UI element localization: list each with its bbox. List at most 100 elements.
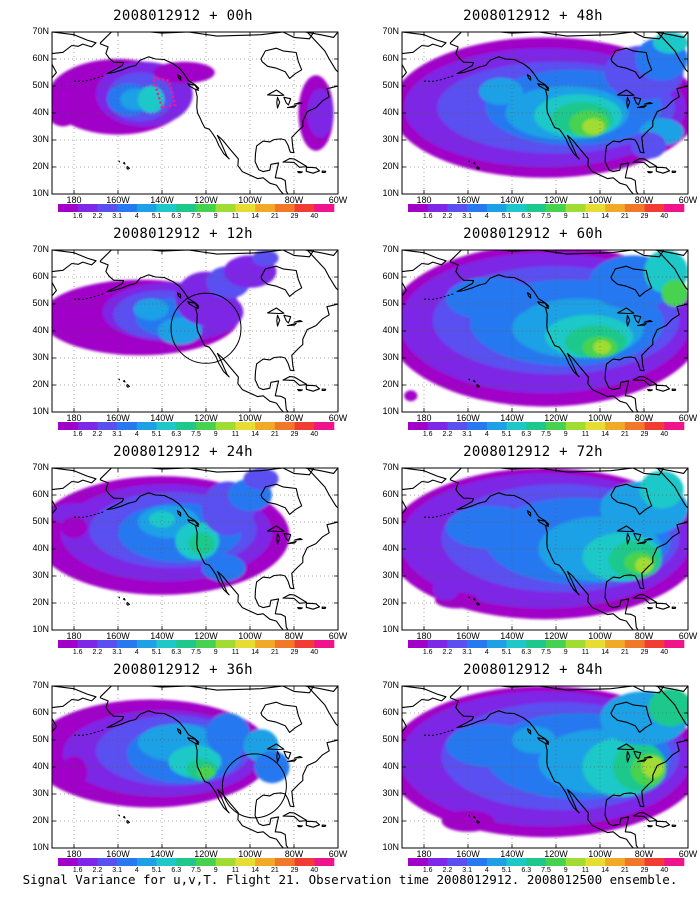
variance-contour xyxy=(52,88,81,127)
flight-track xyxy=(152,76,177,109)
coastline xyxy=(282,158,308,168)
variance-contour xyxy=(648,688,688,727)
colorbar-swatch xyxy=(97,640,118,648)
coastline xyxy=(267,89,285,97)
variance-contour xyxy=(639,470,684,509)
colorbar-label: 29 xyxy=(640,867,649,874)
longitude-label: 160W xyxy=(106,849,130,859)
colorbar-swatch xyxy=(58,204,79,212)
colorbar-label: 5.1 xyxy=(501,649,512,656)
colorbar-label: 4 xyxy=(484,431,489,438)
colorbar-swatch xyxy=(235,422,256,430)
coastline xyxy=(52,63,57,79)
map-panel: 2008012912 + 36h 70N 60N 50N 40N 30N 20N 10N 180… xyxy=(18,662,348,884)
coastline xyxy=(626,96,631,109)
colorbar-label: 21 xyxy=(620,649,629,656)
colorbar-swatch xyxy=(255,640,276,648)
coastline xyxy=(267,525,285,533)
colorbar-swatch xyxy=(235,640,256,648)
colorbar-swatch xyxy=(467,640,488,648)
coastline xyxy=(187,737,200,745)
colorbar-label: 4 xyxy=(134,867,139,874)
latitude-label: 30N xyxy=(32,788,49,798)
colorbar-label: 4 xyxy=(134,213,139,220)
colorbar-swatch xyxy=(585,422,606,430)
colorbar-label: 40 xyxy=(660,431,669,438)
longitude-label: 120W xyxy=(194,195,218,205)
colorbar-swatch xyxy=(605,858,626,866)
colorbar-label: 6.3 xyxy=(171,213,182,220)
colorbar-label: 4 xyxy=(134,431,139,438)
colorbar-label: 29 xyxy=(640,213,649,220)
colorbar-label: 11 xyxy=(581,431,590,438)
coastline xyxy=(99,32,338,194)
colorbar-swatch xyxy=(294,858,315,866)
longitude-label: 100W xyxy=(238,195,262,205)
latitude-label: 40N xyxy=(382,543,399,553)
colorbar-swatch xyxy=(255,204,276,212)
colorbar-label: 6.3 xyxy=(521,213,532,220)
coastline xyxy=(655,166,671,174)
coastline xyxy=(610,265,653,297)
colorbar-swatch xyxy=(274,204,295,212)
coastline xyxy=(632,594,658,604)
colorbar-swatch xyxy=(664,858,685,866)
coastline xyxy=(632,812,658,822)
latitude-label: 30N xyxy=(32,352,49,362)
colorbar-swatch xyxy=(565,204,586,212)
coastline xyxy=(293,319,303,323)
colorbar-label: 4 xyxy=(484,213,489,220)
latitude-label: 50N xyxy=(32,516,49,526)
coastline xyxy=(449,686,688,848)
longitude-label: 80W xyxy=(284,195,304,205)
colorbar-swatch xyxy=(664,422,685,430)
panel-title: 2008012912 + 60h xyxy=(463,226,603,242)
latitude-label: 30N xyxy=(382,134,399,144)
colorbar-swatch xyxy=(486,422,507,430)
colorbar-label: 40 xyxy=(660,213,669,220)
coastline xyxy=(187,301,200,309)
colorbar-label: 21 xyxy=(270,649,279,656)
colorbar-label: 40 xyxy=(310,649,319,656)
colorbar-label: 40 xyxy=(310,867,319,874)
coastline xyxy=(643,755,653,759)
coastline xyxy=(632,468,665,476)
colorbar-swatch xyxy=(58,422,79,430)
colorbar-label: 9 xyxy=(563,213,568,220)
coastline xyxy=(643,319,653,323)
variance-contour xyxy=(404,390,418,402)
latitude-label: 20N xyxy=(32,161,49,171)
colorbar-swatch xyxy=(274,422,295,430)
latitude-label: 70N xyxy=(382,244,399,254)
colorbar-swatch xyxy=(77,858,98,866)
colorbar-label: 5.1 xyxy=(501,213,512,220)
longitude-label: 100W xyxy=(238,849,262,859)
longitude-label: 160W xyxy=(456,195,480,205)
latitude-label: 40N xyxy=(32,761,49,771)
map-panel: 2008012912 + 12h 70N 60N 50N 40N 30N 20N 10N 180… xyxy=(18,226,348,448)
coastline xyxy=(626,532,631,545)
variance-contour xyxy=(206,713,250,757)
coastline xyxy=(402,499,407,515)
colorbar-swatch xyxy=(565,422,586,430)
colorbar-label: 14 xyxy=(601,431,610,438)
map-canvas xyxy=(401,467,689,648)
longitude-label: 120W xyxy=(194,413,218,423)
colorbar-label: 3.1 xyxy=(462,431,472,438)
latitude-label: 10N xyxy=(382,624,399,634)
latitude-label: 60N xyxy=(382,707,399,717)
variance-contour xyxy=(641,756,664,778)
variance-contour xyxy=(635,557,653,574)
coastline xyxy=(633,96,642,106)
coastline xyxy=(118,378,121,381)
colorbar-label: 40 xyxy=(310,213,319,220)
colorbar-label: 9 xyxy=(563,649,568,656)
latitude-label: 50N xyxy=(382,516,399,526)
coastline xyxy=(286,758,297,763)
coastline xyxy=(297,607,303,610)
latitude-label: 10N xyxy=(32,624,49,634)
colorbar-swatch xyxy=(408,858,429,866)
latitude-label: 40N xyxy=(32,325,49,335)
island-chain xyxy=(73,511,105,518)
colorbar-label: 14 xyxy=(251,431,260,438)
